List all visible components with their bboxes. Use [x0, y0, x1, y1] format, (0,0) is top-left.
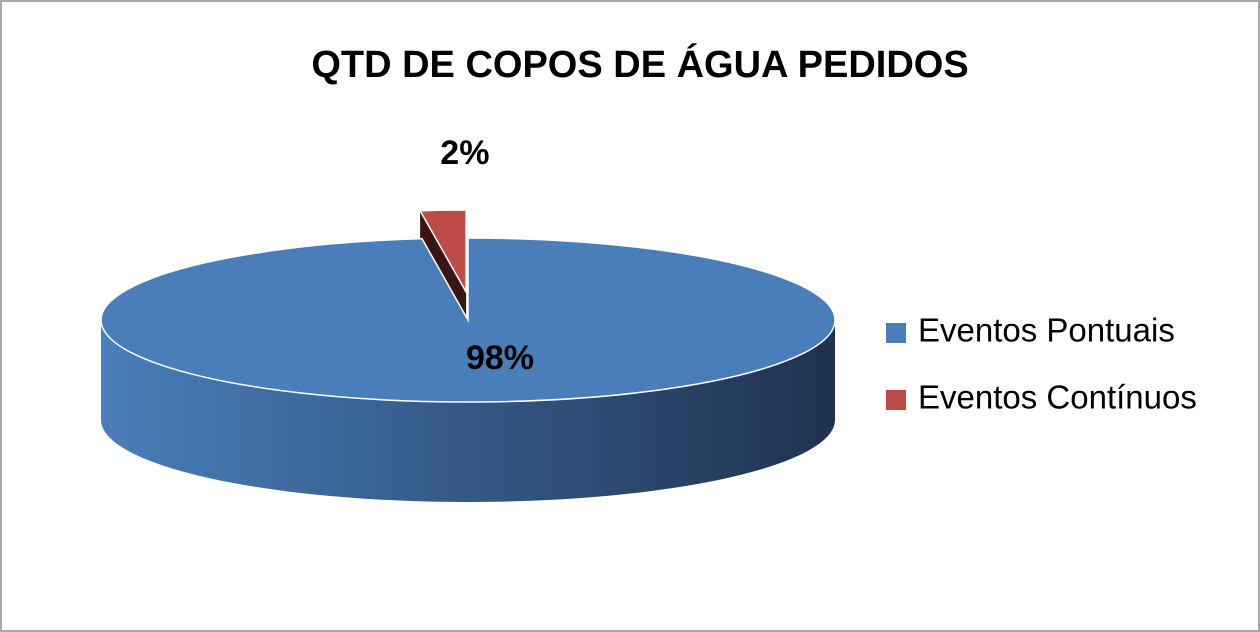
pie: 98% 2%: [100, 134, 836, 502]
chart-title: QTD DE COPOS DE ÁGUA PEDIDOS: [311, 42, 968, 86]
data-label: 2%: [440, 134, 489, 172]
slice-side: [101, 320, 835, 502]
legend-swatch: [886, 390, 906, 410]
data-label: 98%: [466, 339, 534, 377]
slice: [418, 209, 467, 295]
legend-swatch: [886, 323, 906, 343]
slice: [100, 237, 836, 403]
legend: Eventos Pontuais Eventos Contínuos: [886, 312, 1197, 416]
legend-label: Eventos Pontuais: [918, 312, 1175, 349]
legend-label: Eventos Contínuos: [918, 379, 1197, 416]
